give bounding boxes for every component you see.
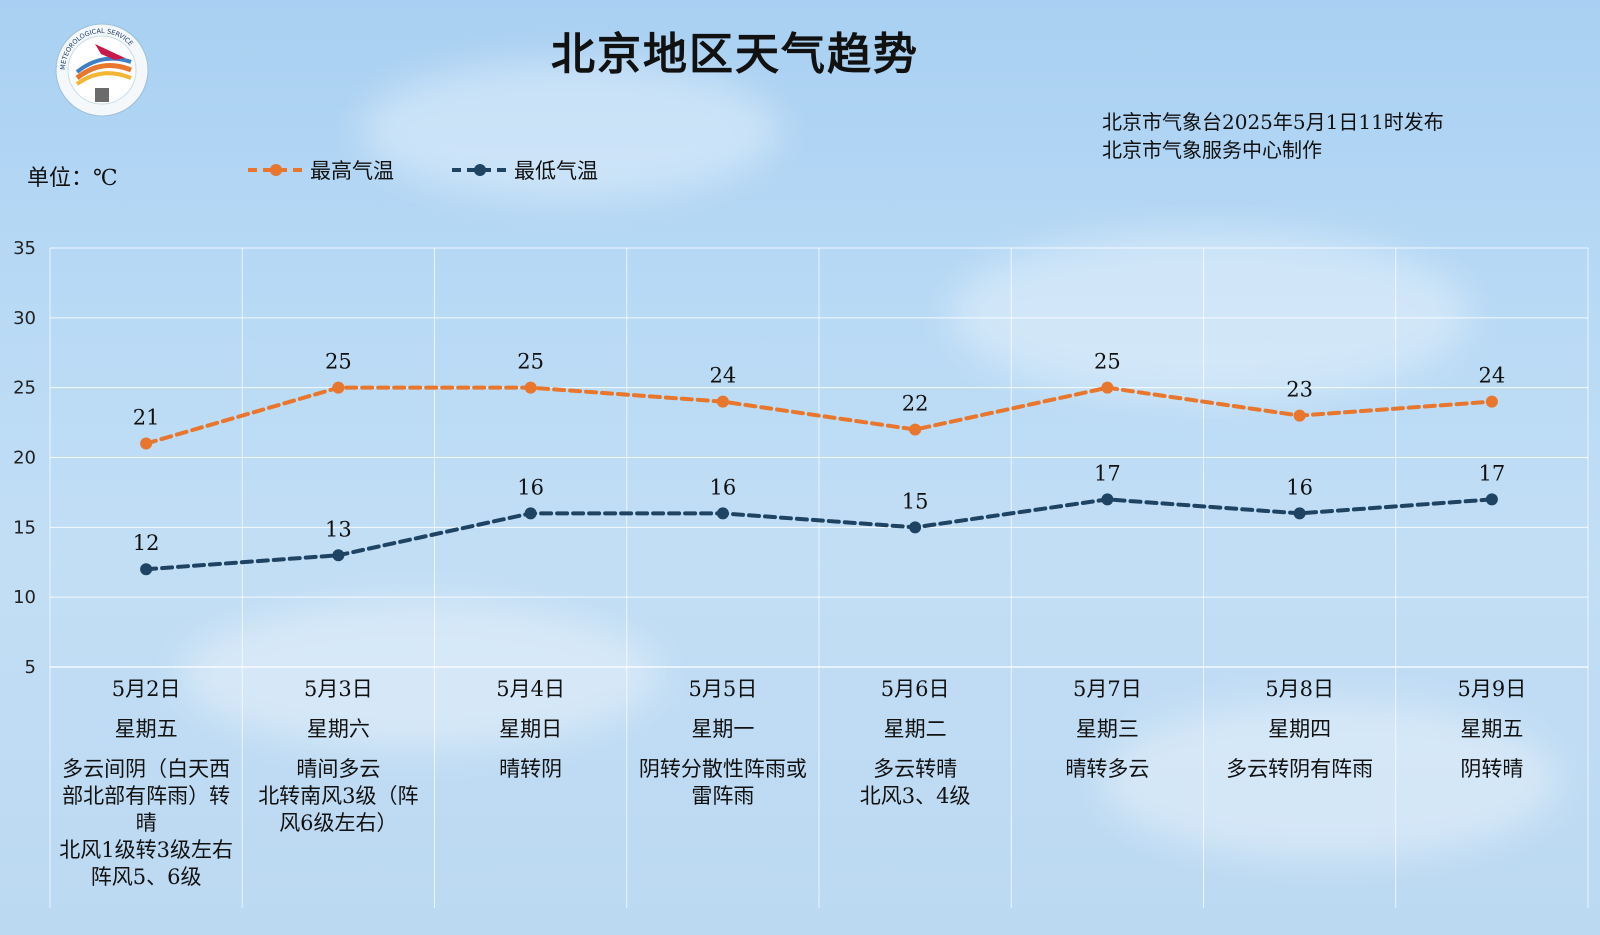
day-weekday: 星期日 bbox=[499, 717, 563, 741]
day-date: 5月9日 bbox=[1457, 677, 1527, 701]
data-label-low: 12 bbox=[133, 531, 160, 555]
legend-item-low: 最低气温 bbox=[450, 155, 598, 185]
day-weekday: 星期六 bbox=[306, 717, 370, 741]
data-label-low: 16 bbox=[710, 475, 737, 499]
y-tick-label: 25 bbox=[13, 378, 36, 399]
day-column: 5月6日星期二多云转晴 北风3、4级 bbox=[819, 676, 1011, 810]
day-weekday: 星期三 bbox=[1075, 717, 1139, 741]
data-point-low bbox=[524, 507, 537, 520]
day-description: 多云转晴 北风3、4级 bbox=[859, 757, 971, 808]
data-point-high bbox=[1101, 381, 1114, 394]
day-column: 5月5日星期一阴转分散性阵雨或 雷阵雨 bbox=[627, 676, 819, 810]
day-description: 多云转阴有阵雨 bbox=[1226, 757, 1374, 781]
day-column: 5月7日星期三晴转多云 bbox=[1011, 676, 1203, 783]
legend-swatch-high bbox=[248, 164, 304, 176]
day-description: 晴间多云 北转南风3级（阵 风6级左右） bbox=[258, 757, 419, 835]
legend-item-high: 最高气温 bbox=[246, 155, 394, 185]
producer-note: 北京市气象服务中心制作 bbox=[1102, 138, 1322, 162]
data-label-high: 24 bbox=[1479, 364, 1506, 388]
data-label-high: 25 bbox=[325, 350, 352, 374]
day-description: 晴转阴 bbox=[499, 757, 563, 781]
day-date: 5月5日 bbox=[688, 677, 758, 701]
day-description: 晴转多云 bbox=[1065, 757, 1150, 781]
data-point-low bbox=[909, 521, 922, 534]
data-point-low bbox=[1485, 493, 1498, 506]
data-label-high: 25 bbox=[517, 350, 544, 374]
data-point-low bbox=[1101, 493, 1114, 506]
day-weekday: 星期一 bbox=[691, 717, 755, 741]
data-label-low: 16 bbox=[517, 475, 544, 499]
data-label-high: 24 bbox=[710, 364, 737, 388]
y-tick-label: 20 bbox=[13, 448, 36, 469]
day-description: 阴转晴 bbox=[1460, 757, 1524, 781]
data-label-low: 17 bbox=[1094, 461, 1121, 485]
day-weekday: 星期二 bbox=[883, 717, 947, 741]
day-date: 5月2日 bbox=[111, 677, 181, 701]
data-point-high bbox=[524, 381, 537, 394]
data-point-high bbox=[716, 395, 729, 408]
legend-swatch-low bbox=[452, 164, 508, 176]
data-label-high: 25 bbox=[1094, 350, 1121, 374]
data-point-high bbox=[140, 437, 153, 450]
day-date: 5月4日 bbox=[496, 677, 565, 701]
series-line-high bbox=[144, 385, 1494, 446]
day-date: 5月3日 bbox=[304, 677, 373, 701]
y-tick-label: 15 bbox=[13, 517, 36, 538]
legend-label-low: 最低气温 bbox=[514, 159, 598, 183]
series-line-low bbox=[144, 497, 1494, 572]
day-date: 5月6日 bbox=[880, 677, 950, 701]
data-label-high: 21 bbox=[133, 406, 160, 430]
data-label-low: 17 bbox=[1479, 461, 1506, 485]
data-point-low bbox=[140, 563, 153, 576]
day-column: 5月3日星期六晴间多云 北转南风3级（阵 风6级左右） bbox=[242, 676, 434, 837]
day-weekday: 星期五 bbox=[114, 717, 178, 741]
data-point-low bbox=[716, 507, 729, 520]
data-point-high bbox=[332, 381, 345, 394]
y-tick-label: 30 bbox=[13, 308, 36, 329]
publisher-note: 北京市气象台2025年5月1日11时发布 bbox=[1102, 110, 1444, 134]
data-point-low bbox=[332, 549, 345, 562]
data-point-low bbox=[1293, 507, 1306, 520]
data-label-low: 16 bbox=[1286, 475, 1313, 499]
day-date: 5月7日 bbox=[1073, 677, 1142, 701]
legend-label-high: 最高气温 bbox=[310, 159, 394, 183]
data-point-high bbox=[909, 423, 922, 436]
day-description: 阴转分散性阵雨或 雷阵雨 bbox=[638, 757, 807, 808]
day-column: 5月4日星期日晴转阴 bbox=[435, 676, 627, 783]
day-weekday: 星期四 bbox=[1268, 717, 1332, 741]
data-label-high: 23 bbox=[1286, 378, 1313, 402]
day-column: 5月2日星期五多云间阴（白天西 部北部有阵雨）转 晴 北风1级转3级左右 阵风5… bbox=[50, 676, 242, 891]
data-point-high bbox=[1485, 395, 1498, 408]
y-tick-label: 10 bbox=[13, 587, 36, 608]
y-tick-label: 35 bbox=[13, 238, 36, 259]
data-point-high bbox=[1293, 409, 1306, 422]
data-label-high: 22 bbox=[902, 392, 929, 416]
day-column: 5月8日星期四多云转阴有阵雨 bbox=[1204, 676, 1396, 783]
meteorological-service-logo: METEOROLOGICAL SERVICE bbox=[55, 23, 149, 117]
day-description: 多云间阴（白天西 部北部有阵雨）转 晴 北风1级转3级左右 阵风5、6级 bbox=[59, 757, 233, 889]
data-label-low: 15 bbox=[902, 489, 929, 513]
day-date: 5月8日 bbox=[1265, 677, 1334, 701]
unit-label: 单位：℃ bbox=[27, 166, 118, 191]
page-title: 北京地区天气趋势 bbox=[551, 29, 919, 80]
data-label-low: 13 bbox=[325, 517, 352, 541]
y-tick-label: 5 bbox=[25, 657, 36, 678]
day-column: 5月9日星期五阴转晴 bbox=[1396, 676, 1588, 783]
day-weekday: 星期五 bbox=[1460, 717, 1524, 741]
